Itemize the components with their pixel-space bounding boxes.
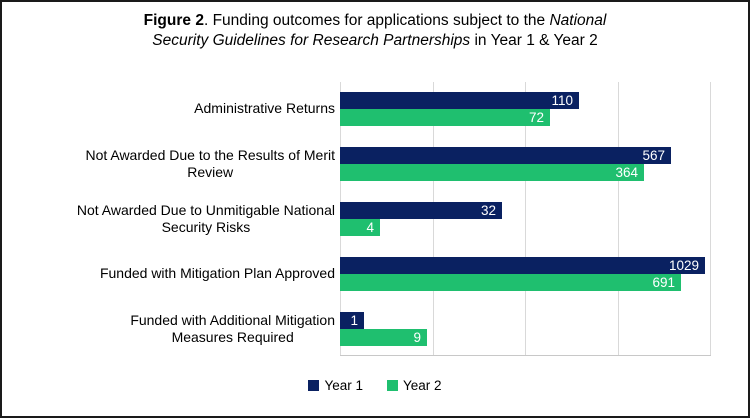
category-axis-labels: Administrative Returns Not Awarded Due to…	[8, 82, 335, 356]
bar-value-label: 1029	[668, 258, 699, 273]
category-label-text: Not Awarded Due to Unmitigable National S…	[77, 202, 335, 237]
chart-legend: Year 1 Year 2	[2, 378, 748, 393]
bar-value-label: 364	[615, 165, 638, 180]
legend-label: Year 1	[324, 378, 363, 393]
bar-year1-category-5: 1	[340, 312, 364, 329]
gridline	[525, 82, 526, 355]
bar-value-label: 567	[642, 148, 665, 163]
bar-year1-category-4: 1029	[340, 257, 705, 274]
category-label-line: Administrative Returns	[194, 100, 335, 117]
chart-title-segment: Security Guidelines for Research Partner…	[152, 32, 471, 49]
category-label-text: Administrative Returns	[194, 100, 335, 118]
category-label-line: Security Risks	[161, 219, 251, 235]
bar-year2-category-3: 4	[340, 219, 380, 236]
chart-title-segment: National	[549, 12, 607, 29]
bar-year1-category-2: 567	[340, 147, 671, 164]
category-label-line: Not Awarded Due to the Results of Merit	[85, 146, 335, 163]
legend-label: Year 2	[403, 378, 442, 393]
bar-value-label: 110	[551, 93, 573, 108]
category-label-line: Not Awarded Due to Unmitigable National	[76, 201, 335, 218]
category-label-5: Funded with Additional Mitigation Measure…	[8, 305, 335, 353]
bar-year2-category-2: 364	[340, 164, 644, 181]
bar-value-label: 4	[366, 220, 374, 235]
gridline	[618, 82, 619, 355]
bar-value-label: 691	[652, 275, 675, 290]
legend-swatch-icon	[387, 380, 398, 391]
plot-area: 110 72 567 364 32 4 1029 691 1 9	[340, 82, 711, 356]
bar-value-label: 72	[528, 110, 544, 125]
legend-item-year-1: Year 1	[308, 378, 363, 393]
chart-title-segment: in Year 1 & Year 2	[470, 32, 598, 49]
chart-title-segment: Figure 2	[143, 12, 204, 29]
bar-value-label: 1	[350, 313, 358, 328]
category-label-line: Funded with Mitigation Plan Approved	[99, 265, 335, 282]
bar-year1-category-1: 110	[340, 92, 579, 109]
bar-year2-category-4: 691	[340, 274, 681, 291]
category-label-line: Funded with Additional Mitigation	[130, 311, 335, 328]
category-label-line: Measures Required	[171, 329, 294, 345]
bar-year1-category-3: 32	[340, 202, 502, 219]
category-label-3: Not Awarded Due to Unmitigable National S…	[8, 195, 335, 243]
category-label-4: Funded with Mitigation Plan Approved	[8, 250, 335, 298]
chart-title-segment: . Funding outcomes for applications subj…	[203, 12, 550, 29]
legend-item-year-2: Year 2	[387, 378, 442, 393]
category-label-2: Not Awarded Due to the Results of Merit R…	[8, 140, 335, 188]
bar-value-label: 9	[413, 330, 421, 345]
legend-swatch-icon	[308, 380, 320, 391]
category-label-text: Not Awarded Due to the Results of Merit R…	[85, 147, 335, 182]
bar-value-label: 32	[480, 203, 496, 218]
gridline	[710, 82, 711, 355]
bar-year2-category-1: 72	[340, 109, 550, 126]
chart-title: Figure 2. Funding outcomes for applicati…	[85, 11, 665, 51]
category-label-text: Funded with Additional Mitigation Measure…	[130, 312, 335, 347]
bar-year2-category-5: 9	[340, 329, 427, 346]
category-label-text: Funded with Mitigation Plan Approved	[100, 265, 335, 283]
category-label-1: Administrative Returns	[8, 85, 335, 133]
category-label-line: Review	[187, 164, 234, 180]
